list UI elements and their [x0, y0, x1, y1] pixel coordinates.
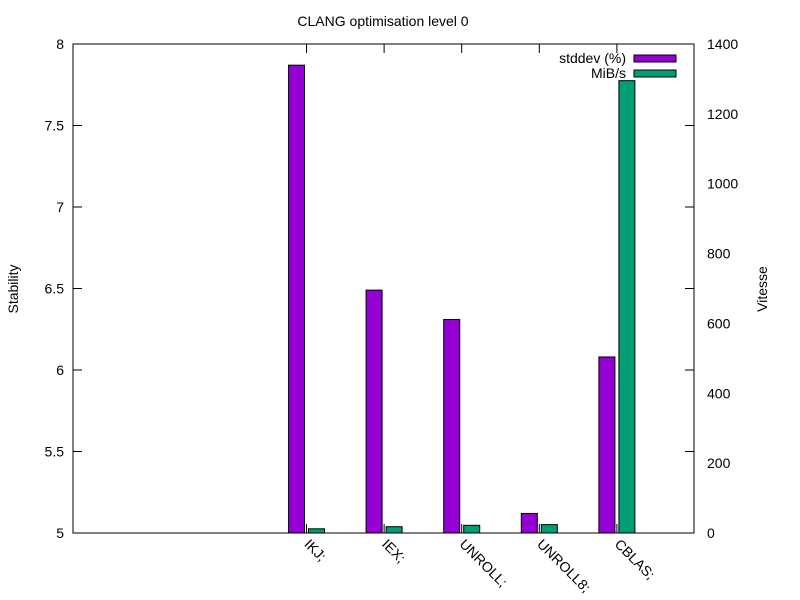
y2-tick-label: 1400: [707, 36, 738, 52]
bar-mib-s-0: [308, 528, 325, 534]
y2-tick-label: 1200: [707, 106, 738, 122]
bars: [288, 64, 636, 534]
y-tick-label: 6.5: [45, 281, 65, 297]
y-tick-label: 5.5: [45, 444, 65, 460]
x-tick-label: UNROLL8;: [534, 536, 594, 596]
y2-tick-label: 800: [707, 246, 731, 262]
x-tick-label: IEX;: [379, 536, 409, 566]
y2-tick-label: 1000: [707, 176, 738, 192]
y2-tick-label: 400: [707, 385, 731, 401]
y2-axis: 0 200 400 600 800 1000 1200 1400: [707, 36, 738, 541]
bar-stddev-2: [443, 318, 461, 534]
bar-mib-s-4: [618, 80, 636, 534]
bar-mib-s-3: [540, 524, 558, 534]
bar-stddev-3: [520, 512, 538, 534]
bar-stddev-4: [598, 356, 616, 534]
x-tick-label: UNROLL;: [457, 536, 511, 590]
bar-stddev-1: [365, 289, 383, 534]
y-tick-label: 7.5: [45, 118, 65, 134]
bar-stddev-0: [288, 64, 305, 534]
y-tick-label: 5: [56, 525, 64, 541]
y-tick-label: 8: [56, 36, 64, 52]
chart-title: CLANG optimisation level 0: [297, 13, 468, 29]
y-tick-label: 6: [56, 362, 64, 378]
bar-mib-s-2: [463, 524, 481, 534]
y-axis: 5 5.5 6 6.5 7 7.5 8: [45, 36, 694, 541]
legend: stddev (%)MiB/s: [559, 50, 677, 81]
legend-label: stddev (%): [559, 50, 626, 66]
legend-swatch: [633, 54, 677, 63]
legend-swatch: [633, 69, 677, 78]
y2-tick-label: 0: [707, 525, 715, 541]
x-tick-label: CBLAS;: [612, 536, 659, 583]
y2-axis-label: Vitesse: [754, 266, 770, 312]
y-axis-label: Stability: [5, 264, 21, 313]
x-tick-label: IKJ;: [301, 536, 329, 564]
y2-tick-label: 200: [707, 455, 731, 471]
bar-mib-s-1: [385, 526, 403, 534]
y-tick-label: 7: [56, 199, 64, 215]
y2-tick-label: 600: [707, 315, 731, 331]
legend-label: MiB/s: [591, 65, 626, 81]
